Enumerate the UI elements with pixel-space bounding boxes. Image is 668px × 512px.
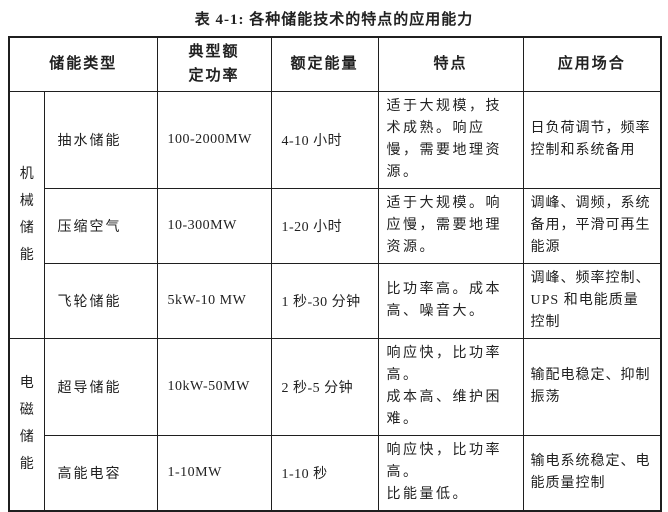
cell-features: 适于大规模，技术成熟。响应慢，需要地理资源。: [377, 90, 524, 189]
cell-type: 超导储能: [43, 337, 158, 436]
energy-storage-table: 储能类型 典型额 定功率 额定能量 特点 应用场合 机械储能 抽水储能 100-…: [8, 36, 663, 512]
cell-type: 高能电容: [43, 434, 158, 511]
table-row-superconducting: 电磁储能 超导储能 10kW-50MW 2 秒-5 分钟 响应快，比功率高。 成…: [8, 337, 662, 511]
cell-type: 飞轮储能: [43, 262, 158, 339]
cell-application: 调峰、频率控制、UPS 和电能质量控制: [522, 262, 662, 339]
cell-energy: 1 秒-30 分钟: [270, 262, 379, 339]
header-row: 储能类型 典型额 定功率 额定能量 特点 应用场合: [8, 36, 662, 92]
table-row-pumped-hydro: 机械储能 抽水储能 100-2000MW 4-10 小时 适于大规模，技术成熟。…: [8, 90, 662, 339]
cell-features: 比功率高。成本高、噪音大。: [377, 262, 524, 339]
cell-features: 响应快，比功率高。 比能量低。: [377, 434, 524, 511]
cell-features: 响应快，比功率高。 成本高、维护困难。: [377, 337, 524, 436]
cell-power: 5kW-10 MW: [156, 262, 272, 339]
cell-type: 抽水储能: [43, 90, 158, 189]
cell-energy: 1-10 秒: [270, 434, 379, 511]
table-row-flywheel: 飞轮储能 5kW-10 MW 1 秒-30 分钟 比功率高。成本高、噪音大。 调…: [9, 262, 662, 339]
group-label: 电磁储能: [19, 376, 34, 472]
cell-application: 输电系统稳定、电能质量控制: [522, 434, 662, 511]
table-caption: 表 4-1: 各种储能技术的特点的应用能力: [194, 12, 474, 28]
cell-features: 适于大规模。响应慢，需要地理资源。: [377, 187, 524, 264]
table-row-supercapacitor: 高能电容 1-10MW 1-10 秒 响应快，比功率高。 比能量低。 输电系统稳…: [9, 434, 662, 511]
cell-energy: 1-20 小时: [270, 187, 379, 264]
cell-power: 100-2000MW: [156, 90, 272, 189]
header-features: 特点: [377, 36, 524, 92]
cell-power: 10-300MW: [156, 187, 272, 264]
cell-application: 调峰、调频，系统备用，平滑可再生能源: [522, 187, 662, 264]
cell-type: 压缩空气: [43, 187, 158, 264]
header-rated-power: 典型额 定功率: [156, 36, 272, 92]
group-label: 机械储能: [19, 166, 34, 263]
cell-power: 1-10MW: [156, 434, 272, 511]
header-storage-type: 储能类型: [8, 36, 158, 92]
cell-energy: 4-10 小时: [270, 90, 379, 189]
cell-energy: 2 秒-5 分钟: [270, 337, 379, 436]
table-row-compressed-air: 压缩空气 10-300MW 1-20 小时 适于大规模。响应慢，需要地理资源。 …: [9, 187, 662, 264]
header-application: 应用场合: [522, 36, 662, 92]
cell-application: 日负荷调节，频率控制和系统备用: [522, 90, 662, 189]
document-page: 表 4-1: 各种储能技术的特点的应用能力 储能类型 典型额 定功率 额定能量 …: [8, 12, 663, 512]
cell-power: 10kW-50MW: [156, 337, 272, 436]
cell-application: 输配电稳定、抑制振荡: [522, 337, 662, 436]
header-rated-energy: 额定能量: [270, 36, 379, 92]
group-cell-electromagnetic-storage: 电磁储能: [8, 337, 45, 511]
group-cell-mechanical-storage: 机械储能: [8, 90, 45, 339]
